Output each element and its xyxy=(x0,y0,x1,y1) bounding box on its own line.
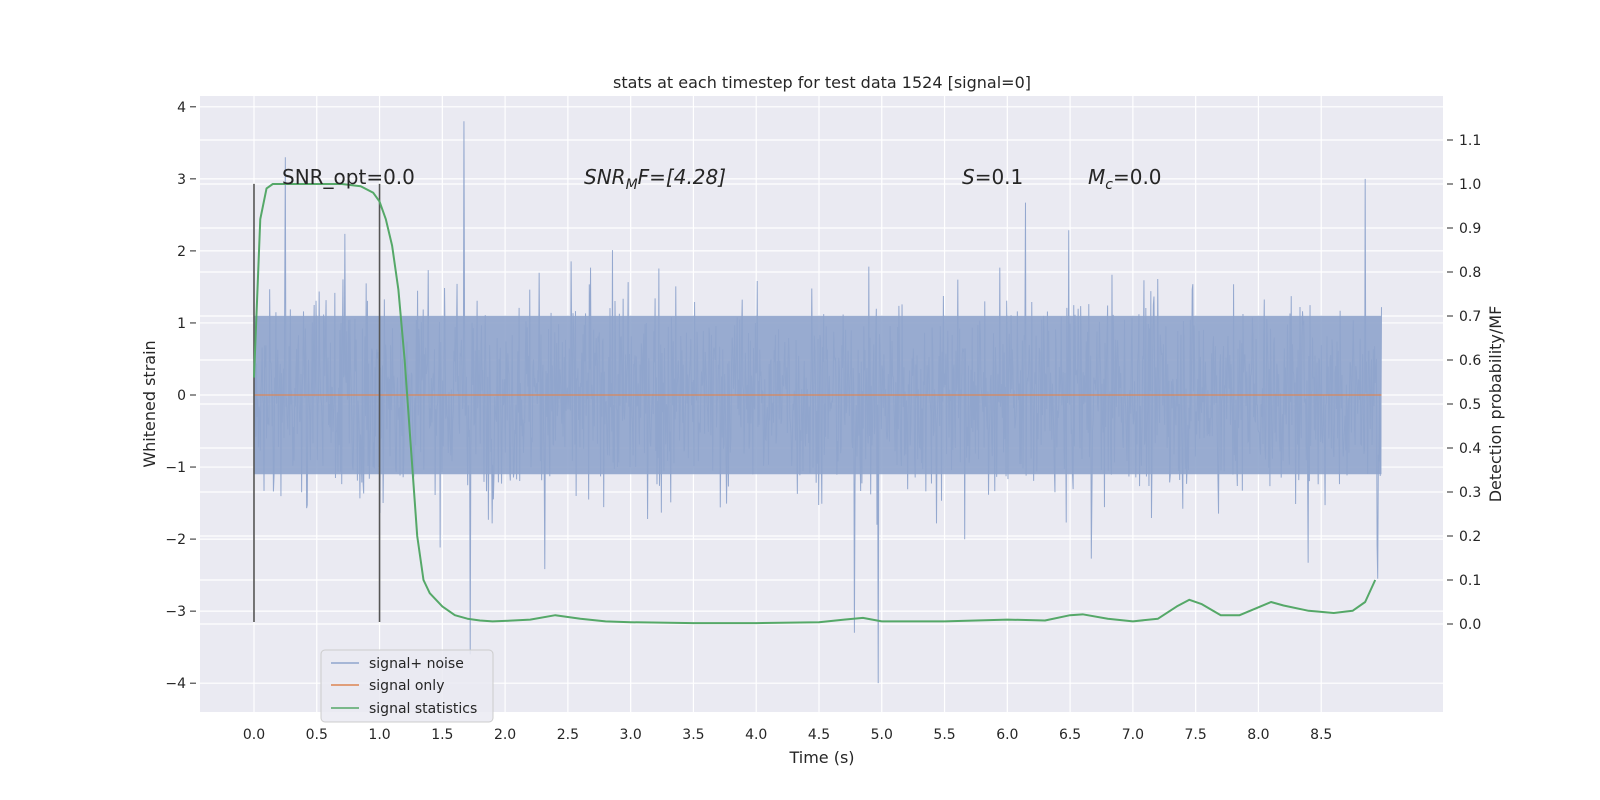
y-tick-label: 1 xyxy=(177,316,186,332)
chart-title: stats at each timestep for test data 152… xyxy=(613,73,1031,92)
y-tick-label: 3 xyxy=(177,172,186,188)
legend-label-signal-noise: signal+ noise xyxy=(369,656,464,672)
y-right-tick-label: 0.4 xyxy=(1459,441,1481,457)
right-y-axis-ticks: 1.1 1.0 0.9 0.8 0.7 0.6 0.5 0.4 0.3 0.2 0.1 0.0 xyxy=(1447,133,1481,633)
left-y-axis-ticks: 4 3 2 1 0 −1 −2 −3 −4 xyxy=(165,100,196,692)
y-right-tick-label: 0.7 xyxy=(1459,309,1481,325)
event-vlines xyxy=(253,183,381,622)
y-right-tick-label: 0.5 xyxy=(1459,397,1481,413)
x-tick-label: 4.0 xyxy=(745,727,767,743)
x-tick-label: 1.5 xyxy=(431,727,453,743)
y-tick-label: 4 xyxy=(177,100,186,116)
annotation-s: S=0.1 xyxy=(962,165,1023,189)
x-tick-label: 5.0 xyxy=(871,727,893,743)
x-tick-label: 8.0 xyxy=(1247,727,1269,743)
x-tick-label: 0.0 xyxy=(243,727,265,743)
legend-box xyxy=(320,649,494,723)
x-tick-label: 5.5 xyxy=(933,727,955,743)
signal-statistics-line xyxy=(252,183,1377,625)
y-right-tick-label: 0.2 xyxy=(1459,529,1481,545)
annotation-snr-opt: SNR_opt=0.0 xyxy=(282,165,415,189)
x-axis-label: Time (s) xyxy=(788,748,854,767)
x-tick-label: 8.5 xyxy=(1310,727,1332,743)
x-tick-label: 2.5 xyxy=(557,727,579,743)
y-axis-label-right: Detection probability/MF xyxy=(1486,306,1505,503)
y-axis-label-left: Whitened strain xyxy=(140,340,159,467)
y-tick-label: −3 xyxy=(165,604,186,620)
x-tick-label: 3.5 xyxy=(682,727,704,743)
x-tick-label: 3.0 xyxy=(620,727,642,743)
annotation-mc: Mc=0.0 xyxy=(1088,165,1162,193)
y-tick-label: −1 xyxy=(165,460,186,476)
y-tick-label: −4 xyxy=(165,676,186,692)
x-tick-label: 2.0 xyxy=(494,727,516,743)
legend: signal+ noise signal only signal statist… xyxy=(320,649,494,723)
y-right-tick-label: 1.0 xyxy=(1459,177,1481,193)
x-axis-ticks: 0.0 0.5 1.0 1.5 2.0 2.5 3.0 3.5 4.0 4.5 5.0 5.5 6.0 6… xyxy=(243,727,1332,743)
x-tick-label: 6.5 xyxy=(1059,727,1081,743)
y-right-tick-label: 0.8 xyxy=(1459,265,1481,281)
y-right-tick-label: 0.0 xyxy=(1459,617,1481,633)
y-tick-label: −2 xyxy=(165,532,186,548)
legend-label-signal-only: signal only xyxy=(369,678,444,694)
y-right-tick-label: 0.1 xyxy=(1459,573,1481,589)
y-right-tick-label: 0.6 xyxy=(1459,353,1481,369)
y-right-tick-label: 0.3 xyxy=(1459,485,1481,501)
x-tick-label: 7.5 xyxy=(1185,727,1207,743)
x-tick-label: 6.0 xyxy=(996,727,1018,743)
annotation-snr-mf: SNRMF=[4.28] xyxy=(584,165,726,193)
x-tick-label: 1.0 xyxy=(368,727,390,743)
y-tick-label: 0 xyxy=(177,388,186,404)
x-tick-label: 4.5 xyxy=(808,727,830,743)
x-tick-label: 7.0 xyxy=(1122,727,1144,743)
signal-statistics-series xyxy=(252,183,1377,625)
x-tick-label: 0.5 xyxy=(306,727,328,743)
legend-label-signal-statistics: signal statistics xyxy=(369,701,477,717)
y-right-tick-label: 0.9 xyxy=(1459,221,1481,237)
y-tick-label: 2 xyxy=(177,244,186,260)
y-right-tick-label: 1.1 xyxy=(1459,133,1481,149)
